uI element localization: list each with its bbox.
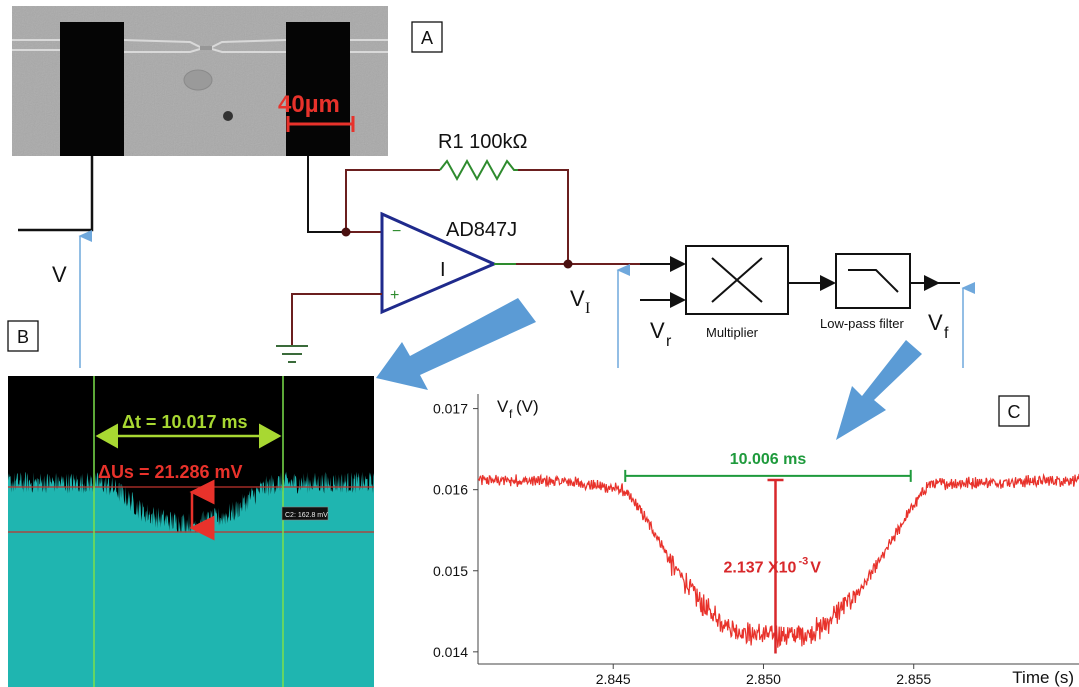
x-ticks: 2.845 2.850 2.855 — [596, 664, 931, 687]
dt-label: Δt = 10.017 ms — [122, 412, 248, 432]
particle-shadow — [183, 69, 213, 91]
opamp-minus: − — [392, 223, 401, 240]
resistor-r1 — [439, 158, 518, 182]
multiplier-label: Multiplier — [706, 325, 759, 340]
y-tick-label: 0.014 — [433, 644, 468, 660]
electrode-right — [286, 22, 350, 156]
svg-text:C: C — [1008, 402, 1021, 422]
svg-text:-3: -3 — [798, 556, 808, 568]
input-lead — [18, 156, 94, 232]
multiplier-cross-icon — [711, 257, 763, 303]
svg-text:A: A — [421, 28, 433, 48]
svg-text:f: f — [944, 325, 949, 342]
cursor-tag-text: C2: 162.8 mV — [285, 512, 328, 519]
svg-text:V: V — [928, 310, 943, 335]
du-label: ΔUs = 21.286 mV — [98, 462, 243, 482]
panel-label-a: A — [411, 21, 443, 53]
oscilloscope-screen: Δt = 10.017 ms ΔUs = 21.286 mV C2: 162.8… — [8, 376, 374, 687]
opamp-label: AD847J — [446, 219, 517, 241]
arrow-to-plot-icon — [836, 340, 922, 440]
vi-label: V I — [570, 286, 590, 317]
y-ticks: 0.014 0.015 0.016 0.017 — [433, 401, 478, 660]
node-inverting — [341, 227, 351, 237]
svg-text:V: V — [810, 560, 821, 577]
particle — [223, 111, 233, 121]
node-output — [563, 259, 573, 269]
svg-text:V: V — [570, 286, 585, 311]
vf-label: V f — [928, 310, 949, 342]
opamp-symbol: I — [440, 259, 446, 281]
svg-text:V: V — [650, 318, 665, 343]
x-tick-label: 2.845 — [596, 671, 631, 687]
electrode-left — [60, 22, 124, 156]
svg-text:V: V — [497, 397, 509, 416]
feedback-wire — [345, 169, 569, 264]
x-tick-label: 2.850 — [746, 671, 781, 687]
constriction — [200, 46, 212, 50]
svg-text:r: r — [666, 333, 672, 350]
vr-label: V r — [650, 318, 672, 350]
x-tick-label: 2.855 — [896, 671, 931, 687]
panel-label-c: C — [998, 395, 1030, 427]
svg-text:(V): (V) — [516, 397, 539, 416]
vf-annotations: 10.006 ms 2.137 X10 -3 V — [624, 451, 912, 654]
v-input-label: V — [52, 262, 67, 287]
opamp-ad847j — [380, 211, 498, 315]
vf-plot: 0.014 0.015 0.016 0.017 2.845 2.850 2.855 V f… — [433, 394, 1079, 687]
width-label: 10.006 ms — [730, 451, 807, 468]
svg-text:I: I — [585, 300, 590, 317]
y-tick-label: 0.017 — [433, 401, 468, 417]
svg-text:2.137 X10: 2.137 X10 — [723, 560, 796, 577]
cursor-tag — [281, 506, 329, 521]
lowpass-block — [835, 253, 911, 309]
ground-symbol — [276, 345, 308, 363]
circuit: R1 100kΩ − + I AD847J Multiplier Low-pas… — [18, 131, 975, 368]
panel-label-b: B — [7, 320, 39, 352]
scale-bar-label: 40µm — [278, 91, 340, 118]
micrograph: 40µm — [12, 6, 388, 156]
y-tick-label: 0.015 — [433, 563, 468, 579]
resistor-label: R1 100kΩ — [438, 131, 527, 153]
lowpass-label: Low-pass filter — [820, 316, 904, 331]
opamp-plus: + — [390, 287, 399, 304]
x-axis-label: Time (s) — [1012, 668, 1074, 687]
arrow-to-scope-icon — [376, 298, 536, 390]
y-axis-label: V f (V) — [497, 397, 539, 421]
depth-label: 2.137 X10 -3 V — [723, 556, 821, 577]
ground-wire — [291, 293, 382, 346]
vf-series-line — [478, 472, 1079, 648]
lowpass-curve-icon — [848, 269, 899, 293]
y-tick-label: 0.016 — [433, 482, 468, 498]
svg-text:B: B — [17, 327, 29, 347]
svg-text:f: f — [509, 407, 513, 421]
